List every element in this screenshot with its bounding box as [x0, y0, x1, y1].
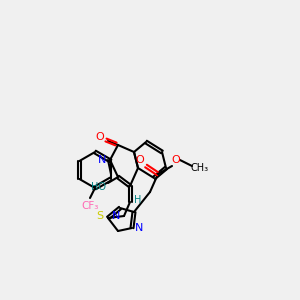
Text: N: N: [135, 223, 143, 233]
Text: HO: HO: [91, 182, 106, 192]
Text: O: O: [136, 155, 144, 165]
Text: CH₃: CH₃: [191, 163, 209, 173]
Text: O: O: [172, 155, 180, 165]
Text: N: N: [98, 155, 106, 165]
Text: O: O: [96, 132, 104, 142]
Text: CF₃: CF₃: [81, 201, 99, 211]
Text: H: H: [134, 195, 142, 205]
Text: S: S: [96, 211, 103, 221]
Text: N: N: [112, 211, 120, 221]
